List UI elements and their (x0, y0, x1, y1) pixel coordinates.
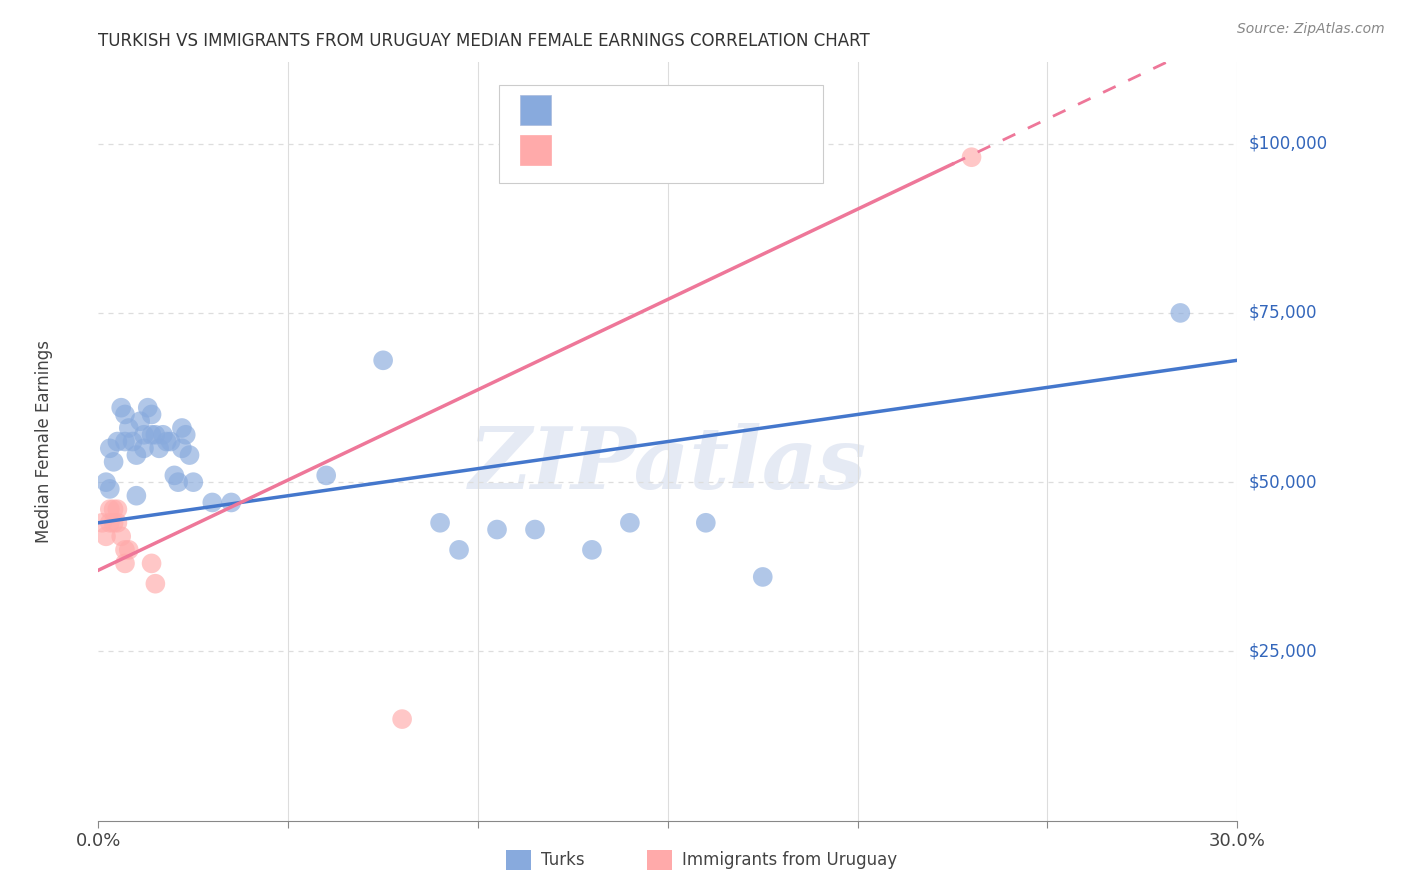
Point (103, 502, 125, 516)
Point (315, 468, 337, 483)
Point (94, 529, 117, 543)
Point (136, 401, 159, 415)
Text: $25,000: $25,000 (1249, 642, 1317, 660)
Point (141, 427, 163, 442)
Point (125, 489, 148, 503)
Point (107, 502, 129, 516)
Point (114, 557, 136, 571)
Point (174, 427, 197, 442)
Point (132, 442, 155, 456)
Point (114, 408, 136, 422)
Point (132, 427, 155, 442)
Point (695, 516, 717, 530)
Point (141, 408, 163, 422)
Point (107, 516, 129, 530)
Point (619, 516, 641, 530)
Point (121, 434, 143, 449)
Point (125, 448, 148, 462)
Point (201, 495, 224, 509)
Point (179, 448, 201, 462)
Point (98, 516, 121, 530)
Point (960, 150, 983, 164)
Point (145, 427, 167, 442)
Point (156, 434, 179, 449)
Point (371, 353, 394, 368)
Text: R = 0.346   N = 43: R = 0.346 N = 43 (562, 101, 747, 119)
Text: $50,000: $50,000 (1249, 473, 1317, 491)
Point (170, 442, 193, 456)
Point (103, 516, 125, 530)
Point (163, 468, 186, 483)
Point (752, 570, 775, 584)
Point (118, 542, 141, 557)
Point (98, 442, 121, 456)
Text: Source: ZipAtlas.com: Source: ZipAtlas.com (1237, 22, 1385, 37)
Point (145, 576, 167, 591)
Point (486, 523, 509, 537)
Point (103, 455, 125, 469)
Text: ZIPatlas: ZIPatlas (468, 423, 868, 506)
Point (170, 421, 193, 435)
Point (221, 495, 243, 509)
Point (98, 502, 121, 516)
Point (107, 434, 129, 449)
Point (429, 516, 451, 530)
Point (391, 712, 413, 726)
Point (98, 482, 121, 496)
Point (183, 475, 205, 490)
Point (449, 542, 471, 557)
Point (152, 427, 174, 442)
Point (148, 442, 170, 456)
Point (129, 414, 152, 428)
Point (110, 529, 132, 543)
Point (167, 475, 190, 490)
Text: $75,000: $75,000 (1249, 304, 1317, 322)
Point (114, 542, 136, 557)
Point (1170, 306, 1192, 320)
Text: $100,000: $100,000 (1249, 135, 1327, 153)
Point (524, 523, 547, 537)
Text: Turks: Turks (541, 851, 585, 869)
Text: R = 0.764   N = 16: R = 0.764 N = 16 (562, 141, 747, 159)
Point (581, 542, 603, 557)
Point (94, 475, 117, 490)
Text: Median Female Earnings: Median Female Earnings (35, 340, 53, 543)
Point (110, 401, 132, 415)
Text: TURKISH VS IMMIGRANTS FROM URUGUAY MEDIAN FEMALE EARNINGS CORRELATION CHART: TURKISH VS IMMIGRANTS FROM URUGUAY MEDIA… (98, 32, 870, 50)
Point (91, 516, 114, 530)
Text: Immigrants from Uruguay: Immigrants from Uruguay (682, 851, 897, 869)
Point (141, 557, 163, 571)
Point (114, 434, 136, 449)
Point (159, 434, 181, 449)
Point (118, 421, 141, 435)
